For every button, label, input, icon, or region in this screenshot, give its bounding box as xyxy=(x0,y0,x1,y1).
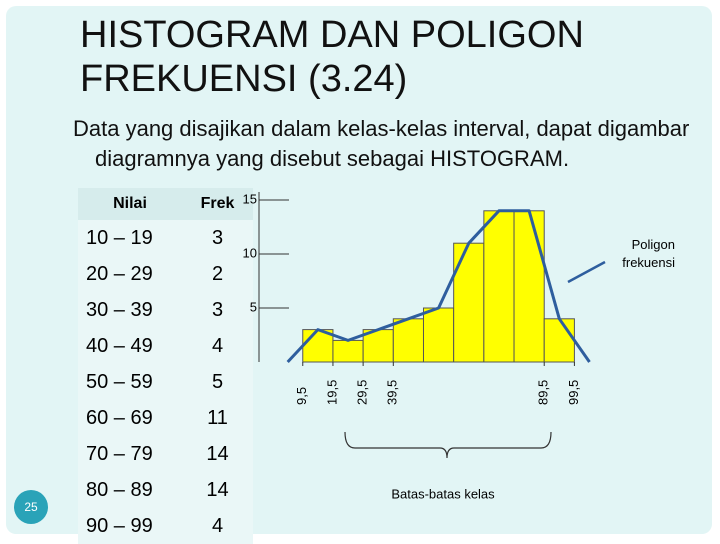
table-cell: 50 – 59 xyxy=(78,364,182,400)
table-row: 90 – 99 4 xyxy=(78,508,253,544)
bar xyxy=(362,329,394,363)
annotation-arrow xyxy=(567,260,606,284)
polygon-line xyxy=(286,209,591,364)
table-row: 40 – 49 4 xyxy=(78,328,253,364)
title-line: HISTOGRAM DAN POLIGON xyxy=(80,14,584,56)
annotation: Batas-batas kelas xyxy=(391,486,495,501)
title-line: FREKUENSI (3.24) xyxy=(80,58,408,100)
x-tick-label: 29,5 xyxy=(355,380,370,405)
table-cell: 80 – 89 xyxy=(78,472,182,508)
table: Nilai Frek 10 – 19 3 20 – 29 2 30 – 39 3 40 – 49… xyxy=(78,188,253,544)
table-row: 50 – 59 5 xyxy=(78,364,253,400)
table-cell: 10 – 19 xyxy=(78,220,182,256)
table-cell: 11 xyxy=(182,400,253,436)
table-cell: 70 – 79 xyxy=(78,436,182,472)
bar xyxy=(543,318,575,363)
x-tick-label: 39,5 xyxy=(385,380,400,405)
x-tick-label: 89,5 xyxy=(536,380,551,405)
table-row: 20 – 29 2 xyxy=(78,256,253,292)
paragraph: Data yang disajikan dalam kelas-kelas in… xyxy=(73,116,690,171)
header-cell: Nilai xyxy=(78,188,182,220)
table-row: 30 – 39 3 xyxy=(78,292,253,328)
table-cell: 40 – 49 xyxy=(78,328,182,364)
table-cell: 3 xyxy=(182,292,253,328)
table-cell: 4 xyxy=(182,328,253,364)
y-tick-label: 5 xyxy=(250,299,257,314)
table-cell: 3 xyxy=(182,220,253,256)
table-cell: 4 xyxy=(182,508,253,544)
table-row: 80 – 89 14 xyxy=(78,472,253,508)
table-cell: 14 xyxy=(182,472,253,508)
x-tick-label: 9,5 xyxy=(294,387,309,405)
y-tick-label: 15 xyxy=(243,191,257,206)
bar xyxy=(513,210,545,363)
slide-number: 25 xyxy=(14,490,48,524)
table-cell: 90 – 99 xyxy=(78,508,182,544)
brace xyxy=(344,431,552,459)
legend-label: Poligon frekuensi xyxy=(622,237,675,270)
table-cell: 5 xyxy=(182,364,253,400)
table-cell: 2 xyxy=(182,256,253,292)
bar xyxy=(422,307,455,363)
table-cell: 60 – 69 xyxy=(78,400,182,436)
y-tick-label: 10 xyxy=(243,245,257,260)
header-cell: Frek xyxy=(182,188,253,220)
x-tick-label: 19,5 xyxy=(324,380,339,405)
table-row: 60 – 69 11 xyxy=(78,400,253,436)
header-row: Nilai Frek xyxy=(78,188,253,220)
x-tick-label: 99,5 xyxy=(566,380,581,405)
table-cell: 20 – 29 xyxy=(78,256,182,292)
bar xyxy=(332,339,364,363)
table-cell: 14 xyxy=(182,436,253,472)
table-cell: 30 – 39 xyxy=(78,292,182,328)
bar xyxy=(392,318,424,363)
bar xyxy=(483,210,515,363)
table-row: 70 – 79 14 xyxy=(78,436,253,472)
table-row: 10 – 19 3 xyxy=(78,220,253,256)
bar xyxy=(453,242,485,363)
